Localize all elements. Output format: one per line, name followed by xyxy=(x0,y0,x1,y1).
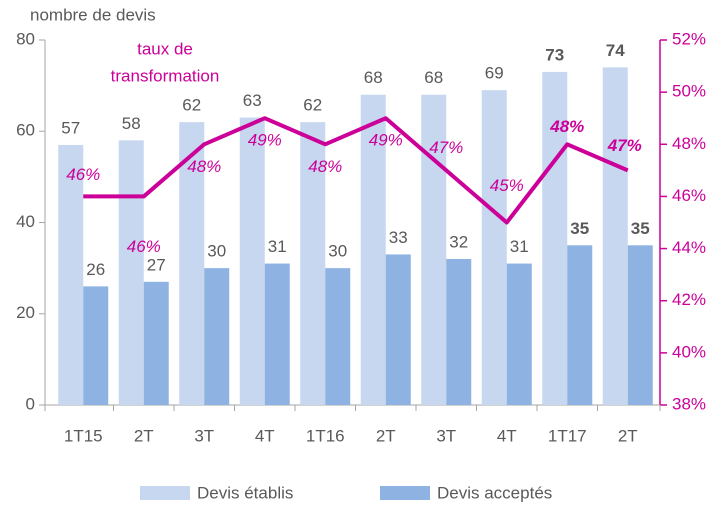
bar xyxy=(204,268,230,405)
bar-value-label: 74 xyxy=(606,41,625,60)
bar xyxy=(179,122,205,405)
y2-tick-label: 38% xyxy=(672,394,706,413)
bar xyxy=(264,263,290,405)
bar xyxy=(385,254,411,405)
line-value-label: 46% xyxy=(66,165,100,184)
y-tick-label: 20 xyxy=(16,303,35,322)
y2-tick-label: 46% xyxy=(672,186,706,205)
line-value-label: 49% xyxy=(369,131,403,150)
y2-tick-label: 40% xyxy=(672,342,706,361)
x-tick-label: 3T xyxy=(194,426,214,445)
bar-value-label: 32 xyxy=(449,232,468,251)
x-tick-label: 2T xyxy=(134,426,154,445)
y2-tick-label: 52% xyxy=(672,29,706,48)
bar-value-label: 68 xyxy=(424,68,443,87)
bar xyxy=(627,245,653,405)
line-value-label: 46% xyxy=(127,237,161,256)
y2-tick-label: 42% xyxy=(672,290,706,309)
line-value-label: 49% xyxy=(248,131,282,150)
y-tick-label: 60 xyxy=(16,121,35,140)
y-tick-label: 40 xyxy=(16,212,35,231)
bar xyxy=(421,94,447,405)
line xyxy=(83,116,629,225)
bar-value-label: 35 xyxy=(631,219,650,238)
bar xyxy=(446,259,472,405)
bar-value-label: 63 xyxy=(243,91,262,110)
y2-tick-label: 48% xyxy=(672,134,706,153)
x-tick-label: 2T xyxy=(376,426,396,445)
bar-value-label: 35 xyxy=(570,219,589,238)
line-value-label: 48% xyxy=(187,157,221,176)
x-tick-label: 2T xyxy=(618,426,638,445)
line-value-label: 47% xyxy=(607,136,642,155)
bar-value-label: 31 xyxy=(510,237,529,256)
bar xyxy=(58,144,84,405)
line-value-label: 48% xyxy=(308,157,342,176)
bar xyxy=(83,286,109,405)
x-tick-label: 4T xyxy=(497,426,517,445)
bar xyxy=(542,71,568,405)
y-axis-label: nombre de devis xyxy=(30,5,156,24)
bar xyxy=(567,245,593,405)
y2-axis-label: taux de xyxy=(137,39,193,58)
y2-axis-label: transformation xyxy=(111,66,220,85)
line-value-label: 47% xyxy=(429,138,463,157)
x-tick-label: 1T16 xyxy=(306,426,345,445)
bar xyxy=(481,90,507,405)
x-tick-label: 4T xyxy=(255,426,275,445)
bar-value-label: 33 xyxy=(389,228,408,247)
bar-value-label: 68 xyxy=(364,68,383,87)
x-tick-label: 1T15 xyxy=(64,426,103,445)
bar-value-label: 58 xyxy=(122,114,141,133)
x-tick-label: 1T17 xyxy=(548,426,587,445)
bar xyxy=(143,281,169,405)
bar-value-label: 31 xyxy=(268,237,287,256)
bar xyxy=(300,122,326,405)
bar-value-label: 26 xyxy=(86,260,105,279)
bar xyxy=(118,140,144,405)
bar-value-label: 62 xyxy=(303,96,322,115)
bar-value-label: 57 xyxy=(61,118,80,137)
bar-value-label: 30 xyxy=(207,242,226,261)
line-value-label: 48% xyxy=(549,117,584,136)
y-tick-label: 0 xyxy=(26,394,35,413)
legend-label: Devis acceptés xyxy=(437,483,552,502)
bar xyxy=(506,263,532,405)
bar-value-label: 62 xyxy=(182,96,201,115)
bar-value-label: 69 xyxy=(485,64,504,83)
legend-swatch xyxy=(140,486,190,500)
bar-value-label: 73 xyxy=(545,45,564,64)
bar-value-label: 30 xyxy=(328,242,347,261)
x-tick-label: 3T xyxy=(436,426,456,445)
y2-tick-label: 44% xyxy=(672,238,706,257)
bar xyxy=(602,67,628,405)
y-tick-label: 80 xyxy=(16,29,35,48)
bar-value-label: 27 xyxy=(147,255,166,274)
line-value-label: 45% xyxy=(490,176,524,195)
y2-tick-label: 50% xyxy=(672,82,706,101)
legend-swatch xyxy=(380,486,430,500)
bar xyxy=(325,268,351,405)
bar xyxy=(239,117,265,405)
legend-label: Devis établis xyxy=(197,483,293,502)
bar xyxy=(360,94,386,405)
